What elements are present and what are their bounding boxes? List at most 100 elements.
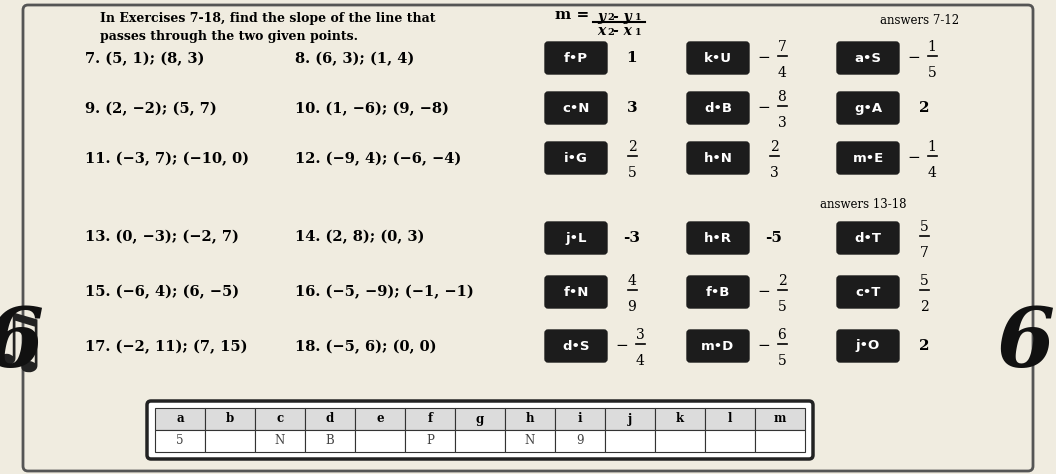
Text: −: − — [757, 101, 771, 115]
Text: i: i — [578, 412, 582, 426]
FancyBboxPatch shape — [147, 401, 813, 459]
Bar — [655, 430, 705, 452]
Text: 7: 7 — [777, 40, 787, 54]
FancyBboxPatch shape — [837, 330, 899, 362]
Text: 8: 8 — [777, 90, 787, 104]
Text: 2: 2 — [607, 28, 614, 37]
FancyBboxPatch shape — [545, 330, 607, 362]
Bar — [155, 408, 205, 430]
Text: l: l — [728, 412, 732, 426]
Text: In Exercises 7-18, find the slope of the line that: In Exercises 7-18, find the slope of the… — [100, 12, 435, 25]
Text: - x: - x — [612, 24, 631, 38]
Text: i•G: i•G — [564, 152, 588, 164]
Text: 6: 6 — [0, 304, 44, 384]
Text: 4: 4 — [627, 274, 637, 288]
Text: f•B: f•B — [705, 285, 730, 299]
Text: a•S: a•S — [854, 52, 882, 64]
Bar — [505, 430, 555, 452]
Text: answers 13-18: answers 13-18 — [821, 198, 906, 211]
Text: j•L: j•L — [565, 231, 587, 245]
Text: b: b — [226, 412, 234, 426]
Text: h•R: h•R — [704, 231, 732, 245]
Text: 5: 5 — [627, 166, 637, 180]
Text: c•T: c•T — [855, 285, 881, 299]
Text: 7. (5, 1); (8, 3): 7. (5, 1); (8, 3) — [84, 52, 205, 66]
Bar — [555, 408, 605, 430]
FancyBboxPatch shape — [687, 42, 749, 74]
Text: 6: 6 — [777, 328, 787, 342]
Bar — [655, 408, 705, 430]
Bar — [155, 430, 205, 452]
Text: d•B: d•B — [704, 101, 732, 115]
Text: 2: 2 — [919, 339, 929, 353]
Text: 14. (2, 8); (0, 3): 14. (2, 8); (0, 3) — [295, 230, 425, 244]
Text: 15. (−6, 4); (6, −5): 15. (−6, 4); (6, −5) — [84, 285, 239, 299]
Text: a: a — [176, 412, 184, 426]
Text: h•N: h•N — [703, 152, 733, 164]
Text: -3: -3 — [623, 231, 641, 245]
FancyBboxPatch shape — [545, 222, 607, 254]
Bar — [406, 408, 455, 430]
Bar — [705, 430, 755, 452]
Bar — [505, 408, 555, 430]
Text: 1: 1 — [635, 28, 642, 37]
Text: m•D: m•D — [701, 339, 735, 353]
Text: 3: 3 — [777, 116, 787, 130]
Bar — [254, 430, 305, 452]
Bar — [205, 408, 254, 430]
Text: 4: 4 — [777, 66, 787, 80]
Text: 18. (−5, 6); (0, 0): 18. (−5, 6); (0, 0) — [295, 340, 436, 354]
Text: −: − — [757, 51, 771, 65]
Text: 12. (−9, 4); (−6, −4): 12. (−9, 4); (−6, −4) — [295, 152, 461, 166]
FancyBboxPatch shape — [687, 276, 749, 308]
Text: 1: 1 — [626, 51, 638, 65]
Bar — [406, 430, 455, 452]
Text: 8. (6, 3); (1, 4): 8. (6, 3); (1, 4) — [295, 52, 414, 66]
Text: d•S: d•S — [562, 339, 589, 353]
Text: g: g — [476, 412, 484, 426]
Bar — [705, 408, 755, 430]
FancyBboxPatch shape — [687, 92, 749, 124]
Text: -5: -5 — [766, 231, 782, 245]
Text: answers 7-12: answers 7-12 — [880, 14, 959, 27]
Text: g•A: g•A — [854, 101, 882, 115]
Text: 5: 5 — [777, 300, 787, 314]
FancyBboxPatch shape — [837, 142, 899, 174]
Text: k: k — [676, 412, 684, 426]
FancyBboxPatch shape — [545, 92, 607, 124]
Bar — [355, 430, 406, 452]
Text: −: − — [757, 339, 771, 353]
FancyBboxPatch shape — [687, 142, 749, 174]
Text: 1: 1 — [927, 140, 937, 154]
FancyBboxPatch shape — [545, 142, 607, 174]
Text: 2: 2 — [920, 300, 928, 314]
Text: d: d — [326, 412, 334, 426]
FancyBboxPatch shape — [837, 276, 899, 308]
FancyBboxPatch shape — [687, 222, 749, 254]
Text: j: j — [628, 412, 633, 426]
Text: 5: 5 — [920, 220, 928, 234]
Text: 10. (1, −6); (9, −8): 10. (1, −6); (9, −8) — [295, 102, 449, 116]
Text: m•E: m•E — [852, 152, 884, 164]
FancyBboxPatch shape — [545, 42, 607, 74]
Bar — [605, 408, 655, 430]
Text: 6: 6 — [997, 304, 1055, 384]
Text: 2: 2 — [919, 101, 929, 115]
Text: 3: 3 — [636, 328, 644, 342]
Text: 5: 5 — [920, 274, 928, 288]
Text: 17. (−2, 11); (7, 15): 17. (−2, 11); (7, 15) — [84, 340, 247, 354]
Text: 11. (−3, 7); (−10, 0): 11. (−3, 7); (−10, 0) — [84, 152, 249, 166]
Text: 5: 5 — [927, 66, 937, 80]
Bar — [455, 430, 505, 452]
Text: f•P: f•P — [564, 52, 588, 64]
Text: 4: 4 — [636, 354, 644, 368]
Text: c•N: c•N — [562, 101, 589, 115]
Bar — [755, 408, 805, 430]
Text: ♫: ♫ — [0, 309, 51, 380]
Text: 1: 1 — [635, 13, 642, 22]
Bar — [305, 408, 355, 430]
Text: x: x — [597, 24, 605, 38]
Text: B: B — [325, 435, 335, 447]
Text: 7: 7 — [920, 246, 928, 260]
Text: 9: 9 — [627, 300, 637, 314]
